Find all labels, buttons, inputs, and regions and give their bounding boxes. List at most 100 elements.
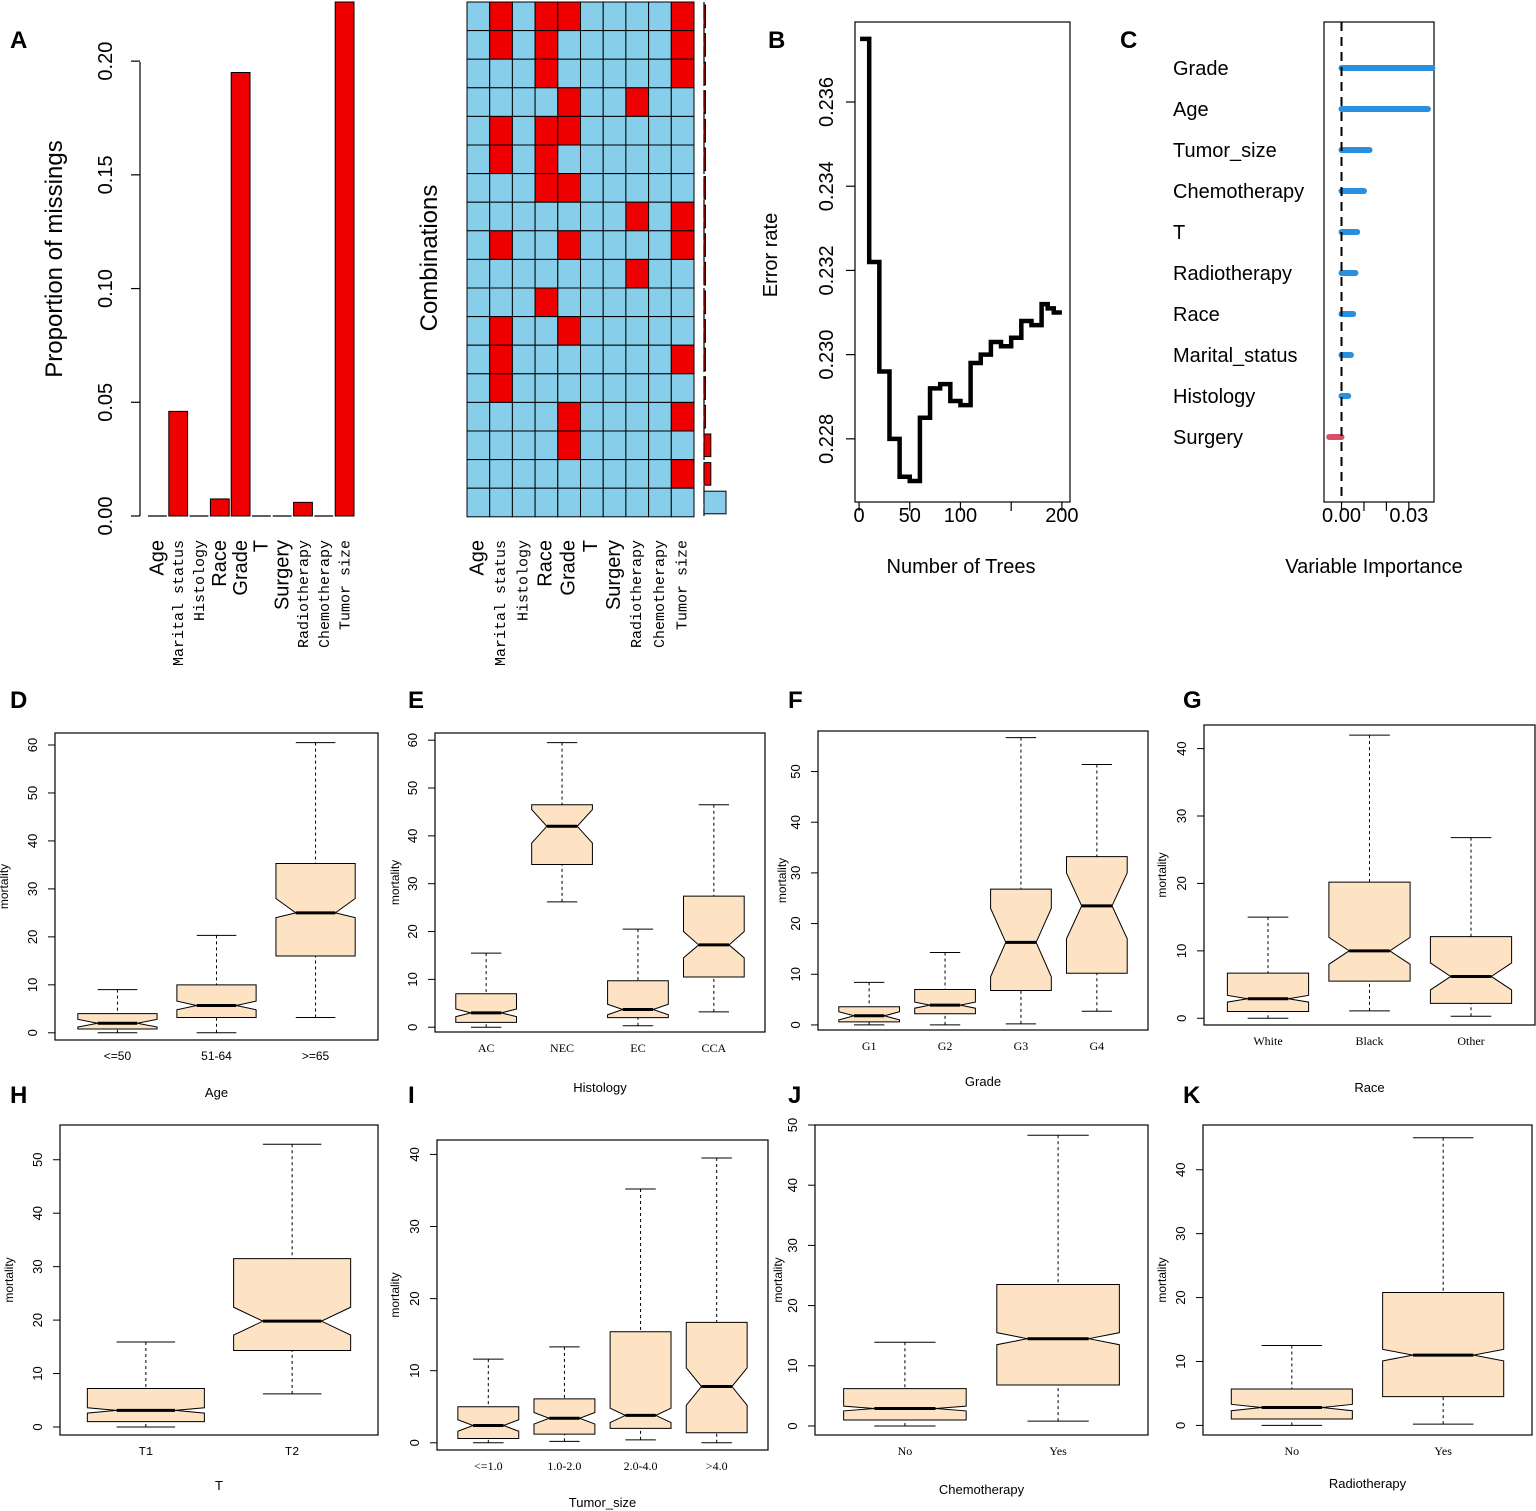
panel-a-heatmap-x-label: Tumor size [675,540,692,630]
panel-a-heatmap-cell [602,173,627,203]
panel-a-bar [168,410,189,517]
panel-d-y-tick-label: 60 [25,738,40,752]
panel-a-frequency-bar [703,61,706,86]
panel-a-bar-y-label: Proportion of missings [41,140,68,377]
panel-g-y-tick-label: 20 [1174,876,1189,890]
panel-i-letter: I [408,1082,415,1109]
panel-d-box [275,862,356,957]
panel-a-heatmap-cell [534,30,559,60]
panel-a-frequency-bar [703,233,706,257]
panel-c-variable-label: Marital_status [1173,345,1298,367]
panel-a-frequency-bar [703,347,706,372]
panel-a-bar-x-label: Tumor size [338,540,355,630]
panel-g-y-label: mortality [1155,852,1169,897]
panel-j-x-tick-label: No [898,1444,913,1458]
panel-h-y-tick-label: 0 [30,1423,45,1430]
panel-a-heatmap-cell [466,344,491,375]
panel-d-y-label: mortality [0,864,11,909]
panel-a-heatmap-cell [648,230,672,260]
panel-a-heatmap-cell [648,87,672,117]
panel-a-heatmap-cell [648,430,672,461]
panel-c-variable-label: Age [1173,99,1209,121]
panel-a-heatmap-cell [511,115,536,146]
panel-k-y-tick-label: 20 [1173,1290,1188,1304]
panel-h-letter: H [10,1082,27,1109]
panel-f-x-tick-label: G1 [862,1039,877,1053]
panel-e-boxplot: E 0 10 20 30 40 50 60 mortality AC NEC EC CCA Histolo… [388,687,766,1095]
panel-f-letter: F [788,687,803,714]
panel-a-bar-x-label: Age [147,540,169,576]
panel-a-heatmap-cell [625,401,650,432]
panel-a-bar-y-tick-label: 0.05 [95,383,117,422]
panel-c-importance-chart: C Grade Age Tumor_size Chemotherapy T Radioth… [1120,21,1463,578]
panel-f-frame [817,730,1149,1031]
panel-a-heatmap-cell [511,201,536,232]
panel-a-heatmap-cell [489,201,513,232]
panel-f-y-tick-label: 30 [788,866,803,880]
panel-k-boxplot: K 0 10 20 30 40 mortality No Yes Radiotherapy [1155,1082,1533,1491]
panel-a-heatmap-cell [580,487,604,518]
panel-e-box [531,804,593,866]
panel-f-y-tick-label: 0 [788,1021,803,1028]
panel-a-bar-x-label: Histology [192,540,209,621]
panel-a-bar-y-tick-label: 0.10 [95,269,117,308]
panel-e-y-tick-label: 10 [405,972,420,986]
panel-a-heatmap-cell [602,373,627,403]
panel-a-heatmap-cell [534,1,559,32]
panel-c-bars [1326,65,1436,440]
panel-a-frequency-bar [703,118,706,143]
panel-b-x-tick-label: 200 [1045,505,1078,527]
panel-a-heatmap-cell [670,373,695,403]
panel-f-y-tick-label: 10 [788,967,803,981]
panel-a-heatmap-x-label: Marital status [493,540,510,666]
panel-a-heatmap-cell [511,401,536,432]
panel-a-heatmap-cell [466,487,491,518]
panel-f-x-tick-label: G3 [1014,1039,1029,1053]
panel-a-heatmap-cell [489,230,513,260]
panel-b-error-line [860,36,1062,484]
panel-a-bar [334,1,355,517]
panel-f-x-tick-label: G4 [1090,1039,1105,1053]
panel-a-heatmap-cell [580,373,604,403]
panel-k-box [1230,1388,1353,1420]
panel-a-heatmap-cell [511,287,536,318]
panel-f-boxplot: F 0 10 20 30 40 50 mortality G1 G2 G3 G4 Grade [775,687,1149,1089]
panel-e-x-tick-label: EC [630,1041,645,1055]
panel-a-heatmap-cell [511,258,536,289]
panel-a-heatmap-cell [670,401,695,432]
panel-a-heatmap-x-labels: Age Marital status Histology Race Grade T Surg… [467,540,692,666]
panel-d-y-tick-label: 20 [25,930,40,944]
panel-a-heatmap-cell [580,1,604,32]
panel-k-y-tick-label: 0 [1173,1422,1188,1429]
panel-a-heatmap-cell [557,230,581,260]
panel-a-letter: A [10,27,27,54]
panel-e-y-tick-label: 50 [405,781,420,795]
panel-a-heatmap-cell [670,87,695,117]
panel-e-x-tick-label: CCA [702,1041,727,1055]
panel-d-x-tick-label: <=50 [104,1049,132,1063]
panel-a-heatmap-cell [489,373,513,403]
panel-f-box [838,1006,901,1023]
panel-a-heatmap: Age Marital status Histology Race Grade T Surg… [416,1,727,666]
panel-a-heatmap-cell [625,1,650,32]
panel-a-heatmap-cell [557,201,581,232]
panel-a-frequency-bar [703,290,706,315]
panel-d-boxplot: D 0 10 20 30 40 50 60 mortality <=50 51-64 >=65 Age [0,687,379,1100]
panel-d-x-tick-label: >=65 [302,1049,330,1063]
panel-a-heatmap-cell [670,201,695,232]
panel-a-heatmap-cell [489,459,513,489]
panel-d-y-tick-label: 10 [25,978,40,992]
panel-g-x-tick-label: White [1253,1034,1282,1048]
panel-e-y-tick-label: 30 [405,876,420,890]
panel-h-y-tick-label: 30 [30,1259,45,1273]
panel-b-y-tick-label: 0.236 [816,77,838,127]
panel-j-frame [814,1124,1149,1436]
panel-a-bar-x-label: Chemotherapy [317,540,334,648]
panel-j-y-tick-label: 50 [785,1118,800,1132]
panel-a-heatmap-cell [648,115,672,146]
panel-a-heatmap-x-label: Histology [516,540,533,621]
panel-a-heatmap-cell [625,258,650,289]
panel-a-heatmap-x-label: Grade [557,540,579,596]
panel-a-bar-x-label: Surgery [271,540,293,610]
